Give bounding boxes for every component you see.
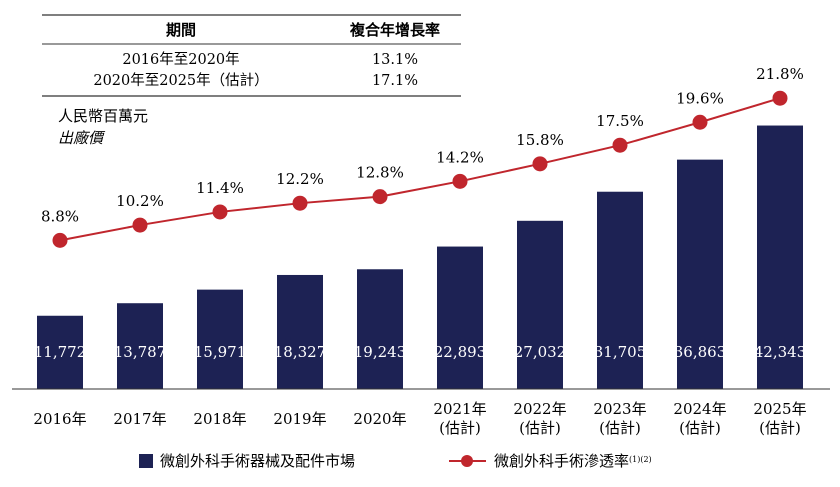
penetration-line <box>59 97 781 242</box>
legend: 微創外科手術器械及配件市場 微創外科手術滲透率(1)(2) <box>139 452 652 470</box>
legend-line-superscript: (1)(2) <box>629 455 652 464</box>
x-tick-label: (估計) <box>759 419 801 437</box>
line-point <box>292 195 308 211</box>
x-tick-label: 2016年 <box>33 410 86 428</box>
line-point <box>132 217 148 233</box>
line-point <box>772 90 788 106</box>
legend-line-label: 微創外科手術滲透率(1)(2) <box>494 452 652 470</box>
bar <box>277 274 323 389</box>
bar <box>117 303 163 389</box>
table-header-period: 期間 <box>166 21 196 39</box>
line-value-label: 21.8% <box>756 65 804 83</box>
line-value-label: 8.8% <box>41 207 79 225</box>
bar-value-label: 42,343 <box>754 343 807 361</box>
bar-value-label: 19,243 <box>354 343 407 361</box>
table-row-rate: 17.1% <box>372 73 418 89</box>
table-row-period: 2020年至2025年（估計） <box>93 72 268 89</box>
unit-label: 人民幣百萬元 <box>58 107 148 125</box>
bar-series: 11,772 13,787 15,971 18,327 19,243 22,893 27,0… <box>34 125 807 390</box>
x-tick-label: 2019年 <box>273 410 326 428</box>
x-tick-label: 2025年 <box>753 400 806 418</box>
line-value-label: 14.2% <box>436 148 484 166</box>
line-point <box>52 232 68 248</box>
legend-line-name: 微創外科手術滲透率 <box>494 452 629 470</box>
x-tick-label: 2018年 <box>193 410 246 428</box>
legend-line-marker <box>461 455 473 467</box>
bar-value-label: 11,772 <box>34 343 87 361</box>
x-tick-label: (估計) <box>519 419 561 437</box>
line-point <box>612 137 628 153</box>
x-tick-label: (估計) <box>599 419 641 437</box>
x-tick-label: 2024年 <box>673 400 726 418</box>
bar-value-label: 18,327 <box>274 343 327 361</box>
x-tick-label: 2017年 <box>113 410 166 428</box>
line-point <box>532 156 548 172</box>
table-row-period: 2016年至2020年 <box>122 51 239 68</box>
bar <box>757 125 803 390</box>
cagr-table: 期間 複合年增長率 2016年至2020年 13.1% 2020年至2025年（… <box>42 14 461 97</box>
x-tick-label: 2022年 <box>513 400 566 418</box>
bar <box>677 159 723 389</box>
x-tick-label: 2023年 <box>593 400 646 418</box>
line-value-label: 17.5% <box>596 112 644 130</box>
line-value-label: 19.6% <box>676 89 724 107</box>
bar <box>597 191 643 389</box>
x-tick-label: 2020年 <box>353 410 406 428</box>
x-tick-label: (估計) <box>679 419 721 437</box>
line-value-label: 15.8% <box>516 131 564 149</box>
bar-value-label: 13,787 <box>114 343 167 361</box>
x-tick-label: (估計) <box>439 419 481 437</box>
bar <box>517 220 563 389</box>
line-value-label: 11.4% <box>196 179 244 197</box>
bar <box>437 246 483 389</box>
bar-value-label: 22,893 <box>434 343 487 361</box>
legend-bar-label: 微創外科手術器械及配件市場 <box>160 452 355 470</box>
x-axis-labels: 2016年 2017年 2018年 2019年 2020年2021年(估計)2022年(… <box>33 400 806 437</box>
line-value-label: 10.2% <box>116 192 164 210</box>
line-point <box>372 189 388 205</box>
bar-value-label: 31,705 <box>594 343 647 361</box>
bar-value-label: 36,863 <box>674 343 727 361</box>
bar-value-label: 15,971 <box>194 343 247 361</box>
table-header-rate: 複合年增長率 <box>349 21 440 39</box>
line-point <box>692 114 708 130</box>
line-series: 8.8% 10.2% 11.4% 12.2% 12.8% 14.2% 15.8% 17.5% 1… <box>41 65 804 248</box>
table-row-rate: 13.1% <box>372 52 418 68</box>
unit-sublabel: 出廠價 <box>58 129 106 147</box>
line-value-label: 12.2% <box>276 170 324 188</box>
x-tick-label: 2021年 <box>433 400 486 418</box>
legend-bar-swatch <box>139 454 153 468</box>
bar-value-label: 27,032 <box>514 343 567 361</box>
bar <box>197 289 243 389</box>
line-point <box>452 173 468 189</box>
line-value-label: 12.8% <box>356 164 404 182</box>
bar <box>357 269 403 389</box>
line-point <box>212 204 228 220</box>
bar <box>37 315 83 389</box>
